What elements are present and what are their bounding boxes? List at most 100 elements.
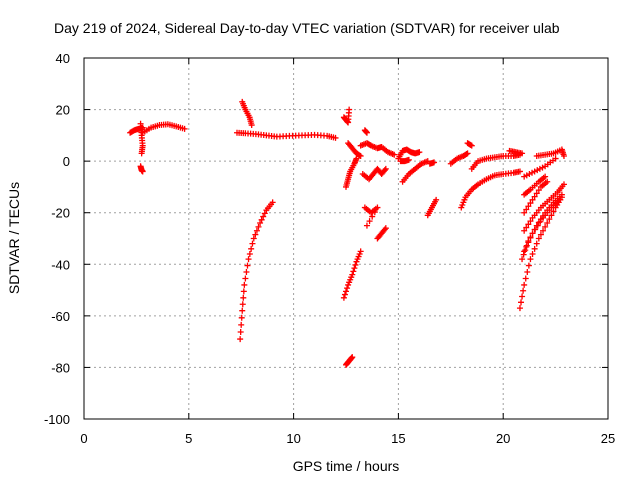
data-point <box>181 125 188 132</box>
data-point <box>522 275 529 282</box>
data-point <box>542 223 549 230</box>
data-point <box>332 134 339 141</box>
series-arc-ad <box>521 196 563 255</box>
data-point <box>537 231 544 238</box>
data-point <box>352 261 359 268</box>
data-point <box>529 196 536 203</box>
series-arc-ah <box>521 155 559 180</box>
data-point <box>527 234 534 241</box>
series-arc-w <box>447 150 471 167</box>
x-tick-label: 25 <box>601 431 615 446</box>
data-point <box>139 168 146 175</box>
data-point <box>521 227 528 234</box>
data-point <box>468 142 475 149</box>
data-point <box>525 262 532 269</box>
data-point <box>529 230 536 237</box>
axis-ticks <box>83 57 609 420</box>
series-arc-z <box>464 140 475 149</box>
data-point <box>244 262 251 269</box>
data-point <box>238 314 245 321</box>
series-arc-l <box>345 140 364 159</box>
series-arc-b <box>137 120 146 157</box>
data-point <box>525 203 532 210</box>
data-point <box>237 336 244 343</box>
data-point <box>550 208 557 215</box>
data-point <box>544 178 551 185</box>
data-point <box>344 285 351 292</box>
data-point <box>248 245 255 252</box>
data-point <box>371 209 378 216</box>
data-point <box>138 150 145 157</box>
data-point <box>382 165 389 172</box>
series-arc-ab <box>516 194 565 312</box>
data-point <box>416 149 423 156</box>
data-point <box>524 269 531 276</box>
series-arc-c <box>137 163 146 175</box>
data-point <box>531 245 538 252</box>
data-point <box>243 269 250 276</box>
data-point <box>239 301 246 308</box>
data-point <box>269 199 276 206</box>
data-point <box>350 268 357 275</box>
data-point <box>527 256 534 263</box>
x-tick-label: 10 <box>286 431 300 446</box>
series-arc-q <box>374 225 389 242</box>
data-point <box>405 156 412 163</box>
data-point <box>535 235 542 242</box>
data-point <box>533 240 540 247</box>
data-point <box>544 220 551 227</box>
series-arc-m <box>361 204 381 229</box>
series-arc-ag <box>521 173 549 198</box>
data-point <box>343 288 349 295</box>
data-point <box>349 354 356 361</box>
data-point <box>349 271 356 278</box>
x-tick-label: 20 <box>496 431 510 446</box>
data-point <box>548 212 555 219</box>
data-point <box>253 227 260 234</box>
data-point <box>433 196 440 203</box>
data-point <box>556 196 563 203</box>
y-tick-label: -80 <box>51 360 70 375</box>
data-point <box>532 226 539 233</box>
data-point <box>252 231 259 238</box>
data-point <box>249 240 256 247</box>
series-arc-s <box>399 158 431 185</box>
data-point <box>363 129 370 136</box>
data-point <box>546 216 553 223</box>
data-point <box>521 281 528 288</box>
data-point <box>238 321 245 328</box>
data-point <box>558 191 565 198</box>
series-arc-r <box>395 146 423 162</box>
y-tick-label: -60 <box>51 309 70 324</box>
data-point <box>522 247 529 254</box>
data-point <box>540 227 547 234</box>
data-point <box>346 106 353 113</box>
data-point <box>519 256 526 263</box>
data-point <box>516 305 523 312</box>
data-point <box>239 307 246 314</box>
data-point <box>525 239 532 246</box>
data-point <box>560 152 567 159</box>
data-point <box>255 223 262 230</box>
x-tick-label: 15 <box>391 431 405 446</box>
data-point <box>237 328 244 335</box>
data-point <box>382 225 389 232</box>
series-arc-x <box>458 168 523 211</box>
y-tick-label: -40 <box>51 257 70 272</box>
data-point <box>535 187 542 194</box>
data-point <box>242 275 249 282</box>
y-tick-labels: -100 -80 -60 -40 -20 0 20 40 <box>44 51 70 427</box>
series-arc-k <box>343 155 360 190</box>
data-point <box>521 248 528 255</box>
data-point <box>431 159 438 166</box>
series-arc-e <box>234 129 339 141</box>
data-point <box>374 204 381 211</box>
y-tick-label: 20 <box>56 103 70 118</box>
data-point <box>531 193 538 200</box>
data-point <box>248 122 255 129</box>
y-axis-title: SDTVAR / TECUs <box>6 182 22 294</box>
series-arc-ae <box>521 181 567 234</box>
data-point <box>260 213 267 220</box>
data-point <box>381 167 388 174</box>
data-point <box>257 220 264 227</box>
